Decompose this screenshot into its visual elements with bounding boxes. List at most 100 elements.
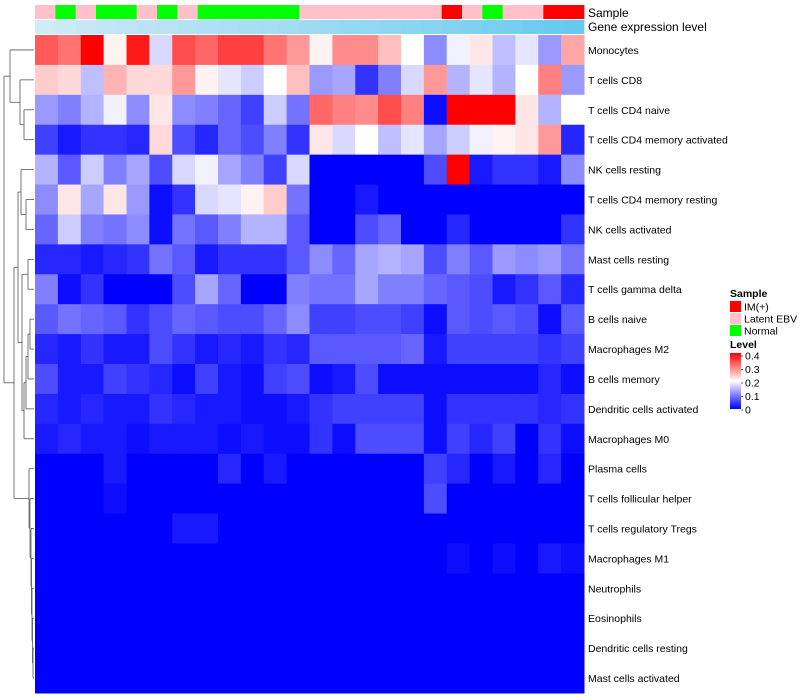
heatmap-cell [538, 124, 562, 156]
heatmap-cell [423, 513, 448, 544]
heatmap-cell [423, 184, 448, 215]
heatmap-cell [172, 214, 196, 245]
row-label: Monocytes [588, 45, 639, 57]
heatmap-cell [240, 483, 265, 515]
heatmap-cell [218, 35, 242, 66]
heatmap-cell [401, 513, 425, 544]
heatmap-cell [263, 393, 288, 425]
heatmap-cell [263, 513, 288, 544]
heatmap-cell [80, 124, 105, 156]
heatmap-cell [378, 483, 402, 515]
expression-annotation-cell [543, 20, 565, 34]
row-label: T cells follicular helper [588, 494, 692, 506]
heatmap-cell [378, 573, 402, 604]
heatmap-cell [35, 124, 59, 156]
heatmap-cell [355, 154, 379, 186]
heatmap-cell [309, 543, 333, 574]
expression-annotation-cell [279, 20, 300, 34]
heatmap-cell [332, 64, 356, 96]
heatmap-cell [423, 364, 448, 395]
heatmap-cell [126, 214, 150, 245]
heatmap-cell [286, 154, 310, 186]
heatmap-cell [561, 154, 585, 186]
heatmap-cell [149, 184, 173, 215]
heatmap-cell [309, 94, 333, 126]
row-label: Eosinophils [588, 613, 642, 625]
heatmap-cell [561, 393, 585, 425]
heatmap-cell [126, 543, 150, 574]
row-label: Dendritic cells resting [588, 643, 688, 655]
heatmap-cell [446, 244, 471, 275]
heatmap-cell [469, 334, 493, 365]
heatmap-cell [80, 304, 105, 335]
heatmap-cell [401, 154, 425, 186]
row-labels: Monocytes T cells CD8 T cells CD4 naive T c… [588, 45, 728, 685]
heatmap-cell [492, 633, 516, 664]
heatmap-cell [332, 453, 356, 485]
heatmap-cell [561, 35, 585, 66]
heatmap-cell [240, 184, 265, 215]
heatmap-cell [286, 453, 310, 485]
heatmap-cell [561, 214, 585, 245]
heatmap-cell [172, 274, 196, 305]
heatmap-cell [286, 603, 310, 634]
heatmap-cell [561, 573, 585, 604]
heatmap-cell [57, 304, 82, 335]
heatmap-cell [332, 513, 356, 544]
heatmap-cell [195, 393, 219, 425]
expression-annotation-cell [523, 20, 544, 34]
heatmap-cell [172, 94, 196, 126]
heatmap-cell [515, 453, 539, 485]
row-label: Macrophages M2 [588, 344, 669, 356]
heatmap-cell [355, 393, 379, 425]
heatmap-cell [561, 334, 585, 365]
heatmap-cell [195, 453, 219, 485]
heatmap-cell [355, 124, 379, 156]
heatmap-cell [35, 663, 59, 694]
heatmap-cell [218, 154, 242, 186]
heatmap-cell [240, 35, 265, 66]
heatmap-cell [57, 633, 82, 664]
heatmap-cell [263, 274, 288, 305]
row-label: Plasma cells [588, 464, 647, 476]
heatmap-cell [35, 184, 59, 215]
heatmap-cell [401, 64, 425, 96]
heatmap-cell [401, 483, 425, 515]
heatmap-cell [332, 393, 356, 425]
heatmap-cell [401, 334, 425, 365]
heatmap-cell [469, 423, 493, 455]
sample-annotation-cell [401, 5, 422, 19]
heatmap-cell [126, 453, 150, 485]
heatmap-cell [378, 543, 402, 574]
heatmap-cell [218, 364, 242, 395]
heatmap-cell [149, 573, 173, 604]
heatmap-cell [423, 64, 448, 96]
heatmap-cell [561, 304, 585, 335]
heatmap-cell [35, 603, 59, 634]
heatmap-cell [446, 214, 471, 245]
heatmap-cell [263, 35, 288, 66]
sample-annotation-bar [35, 5, 585, 19]
heatmap-cell [355, 543, 379, 574]
heatmap-cell [401, 603, 425, 634]
heatmap-cell [286, 274, 310, 305]
heatmap-cell [263, 124, 288, 156]
sample-annotation-cell [360, 5, 382, 19]
heatmap-cell [263, 573, 288, 604]
heatmap-cell [80, 184, 105, 215]
heatmap-cell [218, 94, 242, 126]
heatmap-cell [80, 513, 105, 544]
sample-annotation-cell [319, 5, 341, 19]
heatmap-cell [332, 364, 356, 395]
heatmap-cell [355, 423, 379, 455]
heatmap-cell [492, 483, 516, 515]
heatmap-cell [35, 423, 59, 455]
heatmap-cell [469, 364, 493, 395]
heatmap-cell [263, 663, 288, 694]
heatmap-cell [332, 244, 356, 275]
heatmap-cell [469, 304, 493, 335]
heatmap-cell [446, 633, 471, 664]
heatmap-cell [469, 633, 493, 664]
heatmap-cell [492, 304, 516, 335]
heatmap-cell [286, 244, 310, 275]
